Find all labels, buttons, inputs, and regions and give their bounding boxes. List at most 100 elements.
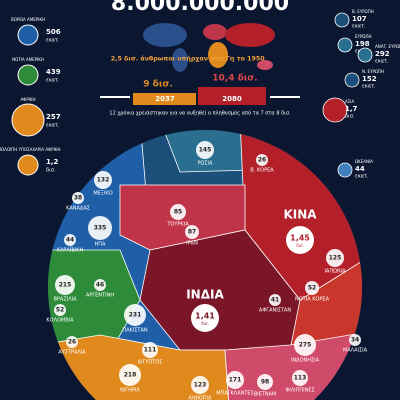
year-2080: 2080 <box>222 95 242 103</box>
china-unit: δισ. <box>296 243 304 248</box>
country-name: ΒΡΑΖΙΛΙΑ <box>53 297 77 303</box>
country-bubble <box>170 204 186 220</box>
country-name: ΤΟΥΡΚΙΑ <box>166 222 189 228</box>
legend-name: ΒΟΡΕΙΑ ΑΜΕΡΙΚΗ <box>11 17 45 22</box>
country-value: 113 <box>294 375 307 382</box>
india-value: 1,41 <box>195 312 215 321</box>
legend-name: ΩΚΕΑΝΙΑ <box>355 159 373 164</box>
country-name: ΑΡΓΕΝΤΙΝΗ <box>86 293 114 299</box>
country-value: 85 <box>174 209 182 216</box>
country-value: 98 <box>261 379 269 386</box>
country-name: ΜΠΑΓΚΛΑΝΤΕΣ <box>216 391 254 397</box>
legend-name: ΝΟΤΙΑ ΑΜΕΡΙΚΗ <box>12 57 44 62</box>
country-value: 44 <box>66 237 74 244</box>
country-name: Β. ΚΟΡΕΑ <box>250 168 274 174</box>
bar-2037 <box>133 93 196 105</box>
country-bubble <box>257 374 273 390</box>
country-name: ΚΑΡΑΪΒΙΚΗ <box>57 247 84 254</box>
legend-value: 1,7 <box>345 105 358 113</box>
country-name: ΙΝΔΟΝΗΣΙΑ <box>291 358 320 364</box>
legend-name: Β. ΕΥΡΩΠΗ <box>352 9 374 14</box>
legend-name: ΥΠΟΛΟΙΠΗ ΥΠΟΣΑΧΑΡΙΑ ΑΦΡΙΚΗ <box>0 147 61 152</box>
country-bubble <box>196 141 214 159</box>
country-value: 215 <box>59 282 72 289</box>
country-value: 231 <box>129 312 142 319</box>
country-bubble <box>55 275 75 295</box>
legend-value: 506 <box>46 28 61 36</box>
legends: ΒΟΡΕΙΑ ΑΜΕΡΙΚΗ 506 εκατ. ΝΟΤΙΑ ΑΜΕΡΙΚΗ 439 εκ… <box>0 9 400 180</box>
country-bubble <box>269 294 281 306</box>
china-bubble <box>286 226 314 254</box>
value-2037: 9 δισ. <box>143 80 173 90</box>
country-bubble <box>72 192 84 204</box>
legend-name: ΑΣΙΑ <box>345 99 354 104</box>
legend-unit: εκατ. <box>352 24 366 30</box>
country-bubble <box>294 334 316 356</box>
legend-value: 439 <box>46 68 61 76</box>
country-name: ΡΩΣΙΑ <box>198 161 213 167</box>
legend-dot <box>357 47 373 63</box>
india-unit: δισ. <box>201 321 209 326</box>
country-name: ΝΟΤΙΑ ΚΟΡΕΑ <box>295 297 330 303</box>
legend-name: ΑΝΑΤ. ΕΥΡΩΠΗ <box>375 44 400 49</box>
world-map <box>143 23 275 72</box>
legend-value: 257 <box>46 113 61 121</box>
country-value: 335 <box>94 225 107 232</box>
country-name: ΗΠΑ <box>95 242 107 248</box>
legend-dot <box>344 72 360 88</box>
country-name: ΑΙΘΙΟΠΙΑ <box>189 396 212 400</box>
legend-unit: δισ. <box>345 114 355 120</box>
country-name: ΠΑΚΙΣΤΑΝ <box>122 328 148 334</box>
country-name: ΜΕΞΙΚΟ <box>93 191 112 197</box>
legend-value: 44 <box>355 165 365 173</box>
legend-dot <box>17 154 39 176</box>
legend-value: 198 <box>355 40 370 48</box>
country-value: 26 <box>68 339 76 346</box>
country-bubble <box>292 370 308 386</box>
value-2080: 10,4 δισ. <box>212 74 257 84</box>
country-name: ΙΡΑΝ <box>186 241 198 247</box>
legend-dot <box>11 103 45 137</box>
country-bubbles: 335 ΗΠΑ 132 ΜΕΞΙΚΟ 38 ΚΑΝΑΔΑΣ 44 ΚΑΡΑΪΒΙΚΗ 145 ΡΩ… <box>46 141 368 400</box>
country-bubble <box>191 376 209 394</box>
country-name: ΑΥΣΤΡΑΛΙΑ <box>58 350 86 356</box>
country-name: ΚΑΝΑΔΑΣ <box>66 206 90 212</box>
country-name: ΜΑΛΑΙΣΙΑ <box>343 348 368 354</box>
country-name: ΙΑΠΩΝΙΑ <box>324 269 346 275</box>
country-value: 145 <box>199 147 212 154</box>
country-value: 275 <box>299 342 312 349</box>
legend-dot <box>334 12 350 28</box>
country-bubble <box>119 364 141 386</box>
country-bubble <box>66 336 78 348</box>
legend-value: 152 <box>362 75 377 83</box>
bar-2080 <box>198 87 266 105</box>
china-name: ΚΙΝΑ <box>283 208 317 222</box>
legend-unit: εκατ. <box>362 84 376 90</box>
legend-dot <box>17 64 39 86</box>
country-value: 111 <box>144 347 157 354</box>
country-value: 46 <box>96 282 104 289</box>
country-value: 171 <box>229 377 242 384</box>
legend-value: 1,2 <box>46 158 59 166</box>
country-bubble <box>256 154 268 166</box>
country-bubble <box>124 304 146 326</box>
country-bubble <box>185 225 199 239</box>
country-name: ΝΙΓΗΡΙΑ <box>120 388 140 394</box>
country-name: ΦΙΛΙΠΠΙΝΕΣ <box>285 388 314 394</box>
country-name: ΒΙΕΤΝΑΜ <box>254 392 277 398</box>
country-value: 41 <box>271 297 279 304</box>
country-bubble <box>305 281 319 295</box>
country-value: 123 <box>194 382 207 389</box>
country-name: ΚΟΛΟΜΒΙΑ <box>46 318 74 324</box>
legend-unit: εκατ. <box>46 78 60 84</box>
country-name: ΑΦΓΑΝΙΣΤΑΝ <box>259 308 291 314</box>
legend-dot <box>337 37 353 53</box>
country-bubble <box>94 171 112 189</box>
country-value: 52 <box>56 307 64 314</box>
india-bubble <box>191 304 219 332</box>
legend-value: 107 <box>352 15 367 23</box>
country-value: 38 <box>74 195 82 202</box>
legend-dot <box>17 24 39 46</box>
country-value: 132 <box>97 177 110 184</box>
